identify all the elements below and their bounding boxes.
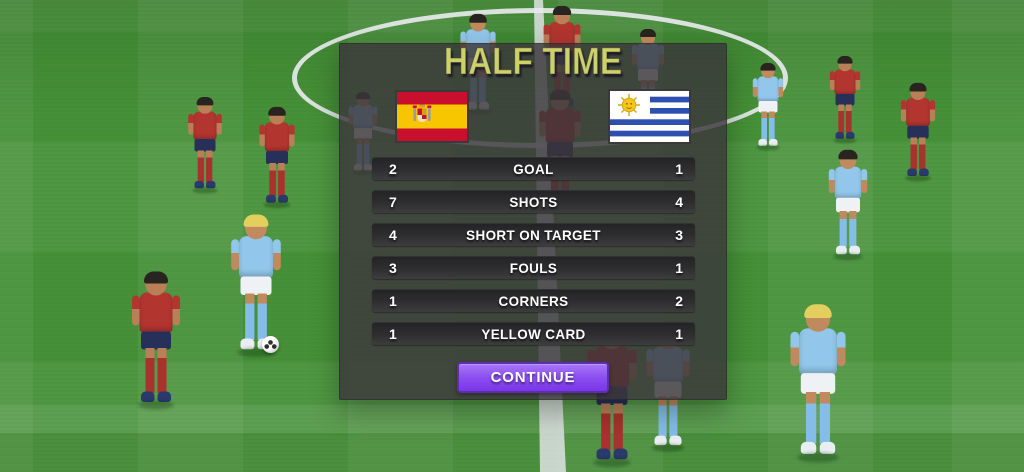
away-corners-value: 2: [675, 292, 683, 309]
fouls-label: FOULS: [509, 259, 558, 276]
away-yellow-card-value: 1: [675, 325, 683, 342]
shots-label: SHOTS: [509, 193, 558, 210]
field-bottom-shade: [0, 433, 1024, 472]
stat-row-shots-on-target: 4 SHORT ON TARGET 3: [372, 223, 695, 246]
touchline-band: [0, 405, 1024, 433]
halftime-panel: HALF TIME: [339, 41, 727, 400]
stat-row-goal: 2 GOAL 1: [372, 157, 695, 180]
home-yellow-card-value: 1: [389, 325, 397, 342]
goal-label: GOAL: [513, 160, 554, 177]
stat-row-shots: 7 SHOTS 4: [372, 190, 695, 213]
shots-on-target-label: SHORT ON TARGET: [466, 226, 601, 243]
away-fouls-value: 1: [675, 259, 683, 276]
yellow-card-label: YELLOW CARD: [481, 325, 586, 342]
spain-flag-icon: [395, 90, 469, 143]
stats-table: 2 GOAL 1 7 SHOTS 4 4 SHORT ON TARGET 3 3…: [372, 157, 695, 345]
stat-row-corners: 1 CORNERS 2: [372, 289, 695, 312]
home-shots-value: 7: [389, 193, 397, 210]
away-goal-value: 1: [675, 160, 683, 177]
home-fouls-value: 3: [389, 259, 397, 276]
home-goal-value: 2: [389, 160, 397, 177]
home-corners-value: 1: [389, 292, 397, 309]
corners-label: CORNERS: [498, 292, 569, 309]
soccer-ball: [261, 335, 279, 353]
stat-row-fouls: 3 FOULS 1: [372, 256, 695, 279]
continue-button[interactable]: CONTINUE: [457, 362, 609, 393]
home-shots-on-target-value: 4: [389, 226, 397, 243]
stat-row-yellow-card: 1 YELLOW CARD 1: [372, 322, 695, 345]
uruguay-flag-icon: [608, 89, 691, 144]
halftime-title: HALF TIME: [443, 41, 623, 84]
away-shots-on-target-value: 3: [675, 226, 683, 243]
away-shots-value: 4: [675, 193, 683, 210]
